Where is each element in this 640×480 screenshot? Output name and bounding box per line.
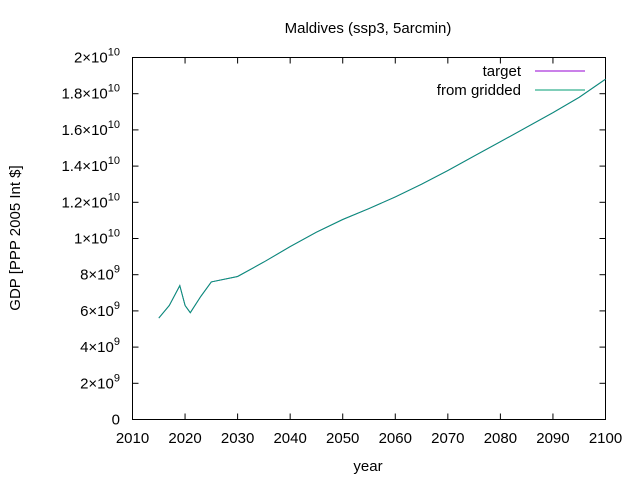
y-tick-label: 1.2×1010	[61, 191, 120, 211]
x-tick-label: 2040	[273, 430, 306, 447]
x-tick-label: 2010	[116, 430, 149, 447]
axis-ticks: 2010 2020 2030 2040 2050 2060 2070 2080 2090 2100…	[61, 47, 622, 448]
y-tick-label: 6×109	[80, 300, 120, 320]
x-tick-label: 2080	[484, 430, 517, 447]
y-tick-mantissa: 2×10	[74, 50, 108, 67]
y-tick-exponent: 9	[114, 300, 120, 312]
legend: target from gridded	[437, 63, 585, 99]
y-tick-label: 1.4×1010	[61, 155, 120, 175]
y-tick-mantissa: 1.8×10	[61, 86, 107, 103]
y-tick-label: 8×109	[80, 264, 120, 284]
y-tick-mantissa: 2×10	[80, 375, 114, 392]
y-tick-mantissa: 1.6×10	[61, 122, 107, 139]
y-tick-label: 0	[112, 412, 120, 429]
y-tick-mantissa: 8×10	[80, 267, 114, 284]
x-tick-label: 2060	[379, 430, 412, 447]
x-tick-label: 2070	[431, 430, 464, 447]
y-tick-label: 2×109	[80, 372, 120, 392]
y-axis-label: GDP [PPP 2005 Int $]	[7, 165, 24, 310]
y-tick-mantissa: 1.4×10	[61, 158, 107, 175]
y-tick-mantissa: 6×10	[80, 303, 114, 320]
y-tick-mantissa: 1×10	[74, 231, 108, 248]
y-tick-exponent: 10	[108, 228, 120, 240]
series-line-target	[158, 78, 606, 319]
y-tick-label: 4×109	[80, 336, 120, 356]
plot-frame	[132, 57, 606, 420]
y-tick-exponent: 9	[114, 336, 120, 348]
x-axis-label: year	[353, 458, 382, 475]
y-tick-exponent: 10	[108, 191, 120, 203]
y-tick-mantissa: 4×10	[80, 339, 114, 356]
y-tick-label: 1×1010	[74, 228, 120, 248]
x-tick-label: 2090	[536, 430, 569, 447]
x-tick-label: 2030	[221, 430, 254, 447]
legend-label: target	[483, 63, 522, 80]
y-tick-exponent: 10	[108, 155, 120, 167]
chart-title: Maldives (ssp3, 5arcmin)	[285, 20, 452, 37]
y-tick-label: 1.8×1010	[61, 83, 120, 103]
series-line-from-gridded	[158, 78, 606, 319]
y-tick-label: 2×1010	[74, 47, 120, 67]
x-tick-label: 2100	[589, 430, 622, 447]
y-tick-exponent: 9	[114, 264, 120, 276]
y-tick-exponent: 10	[108, 47, 120, 59]
y-tick-mantissa: 1.2×10	[61, 194, 107, 211]
legend-label: from gridded	[437, 82, 521, 99]
y-tick-exponent: 10	[108, 119, 120, 131]
x-tick-label: 2020	[168, 430, 201, 447]
y-tick-mantissa: 0	[112, 412, 120, 429]
series-group	[158, 78, 606, 319]
y-tick-exponent: 9	[114, 372, 120, 384]
y-tick-label: 1.6×1010	[61, 119, 120, 139]
y-tick-exponent: 10	[108, 83, 120, 95]
x-tick-label: 2050	[326, 430, 359, 447]
